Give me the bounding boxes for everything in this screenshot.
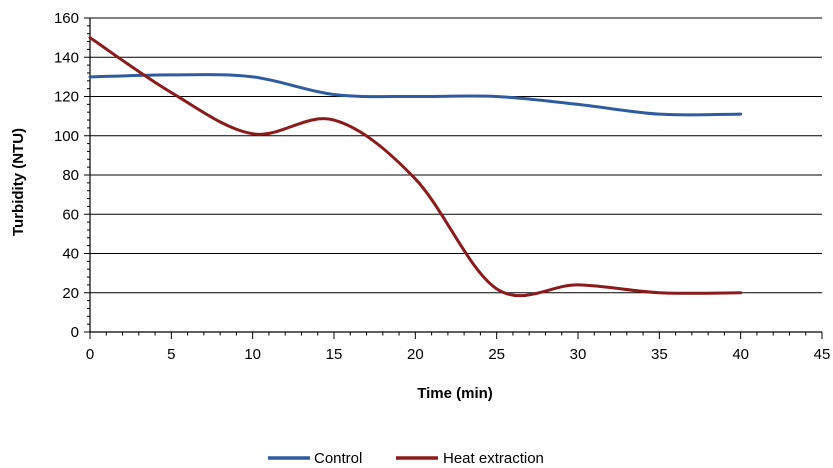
y-tick-label-60: 60 bbox=[62, 206, 79, 223]
series-lines bbox=[88, 36, 743, 298]
series-line-control bbox=[88, 73, 743, 117]
y-tick-label-40: 40 bbox=[62, 246, 79, 263]
x-tick-label-5: 5 bbox=[167, 346, 175, 363]
y-tick-label-100: 100 bbox=[54, 128, 79, 145]
series-line-heat-extraction bbox=[88, 36, 743, 298]
x-tick-label-25: 25 bbox=[488, 346, 505, 363]
legend-label-control: Control bbox=[314, 450, 362, 467]
y-tick-label-160: 160 bbox=[54, 10, 79, 27]
x-tick-label-15: 15 bbox=[326, 346, 343, 363]
x-tick-label-10: 10 bbox=[244, 346, 261, 363]
y-axis-ticks: 0 20 40 60 80 100 120 140 160 bbox=[54, 10, 90, 341]
grid-lines bbox=[90, 17, 822, 294]
x-tick-label-20: 20 bbox=[407, 346, 424, 363]
y-tick-label-140: 140 bbox=[54, 49, 79, 66]
y-tick-label-120: 120 bbox=[54, 89, 79, 106]
legend: Control Heat extraction bbox=[268, 450, 544, 467]
x-tick-label-30: 30 bbox=[570, 346, 587, 363]
x-tick-label-40: 40 bbox=[732, 346, 749, 363]
legend-label-heat-extraction: Heat extraction bbox=[443, 450, 544, 467]
y-tick-label-0: 0 bbox=[71, 324, 79, 341]
x-axis-title: Time (min) bbox=[417, 385, 493, 402]
y-axis-title: Turbidity (NTU) bbox=[10, 128, 27, 236]
x-tick-label-35: 35 bbox=[651, 346, 668, 363]
x-axis-ticks: 0 5 10 15 20 25 30 35 40 45 bbox=[86, 332, 831, 363]
y-tick-label-20: 20 bbox=[62, 285, 79, 302]
x-tick-label-45: 45 bbox=[814, 346, 831, 363]
x-tick-label-0: 0 bbox=[86, 346, 94, 363]
y-tick-label-80: 80 bbox=[62, 167, 79, 184]
